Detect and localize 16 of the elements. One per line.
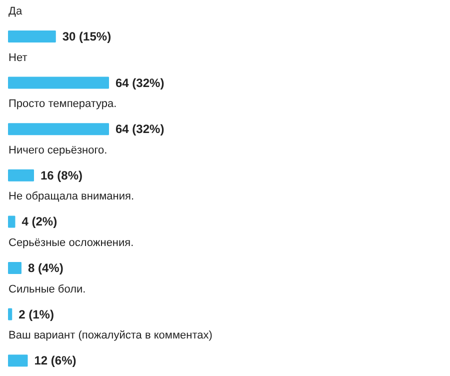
y-tick-label: Не обращала внимания.	[8, 190, 134, 203]
data-label: 12 (6%)	[34, 354, 76, 368]
y-tick-label: Просто температура.	[8, 98, 117, 110]
data-label: 30 (15%)	[62, 30, 112, 44]
y-tick-label: Нет	[8, 52, 28, 64]
data-label: 4 (2%)	[22, 214, 58, 229]
y-tick-label: Серьёзные осложнения.	[8, 237, 134, 249]
data-label: 2 (1%)	[18, 307, 54, 322]
y-tick-label: Ваш вариант (пожалуйста в комментах)	[8, 330, 212, 342]
data-label: 8 (4%)	[28, 261, 64, 275]
data-label: 64 (32%)	[116, 122, 164, 136]
y-tick-label: Ничего серьёзного.	[8, 144, 108, 156]
y-tick-label: Сильные боли.	[8, 283, 86, 296]
y-tick-label: Да	[8, 6, 23, 18]
data-label: 16 (8%)	[40, 168, 83, 182]
data-label: 64 (32%)	[116, 76, 164, 90]
